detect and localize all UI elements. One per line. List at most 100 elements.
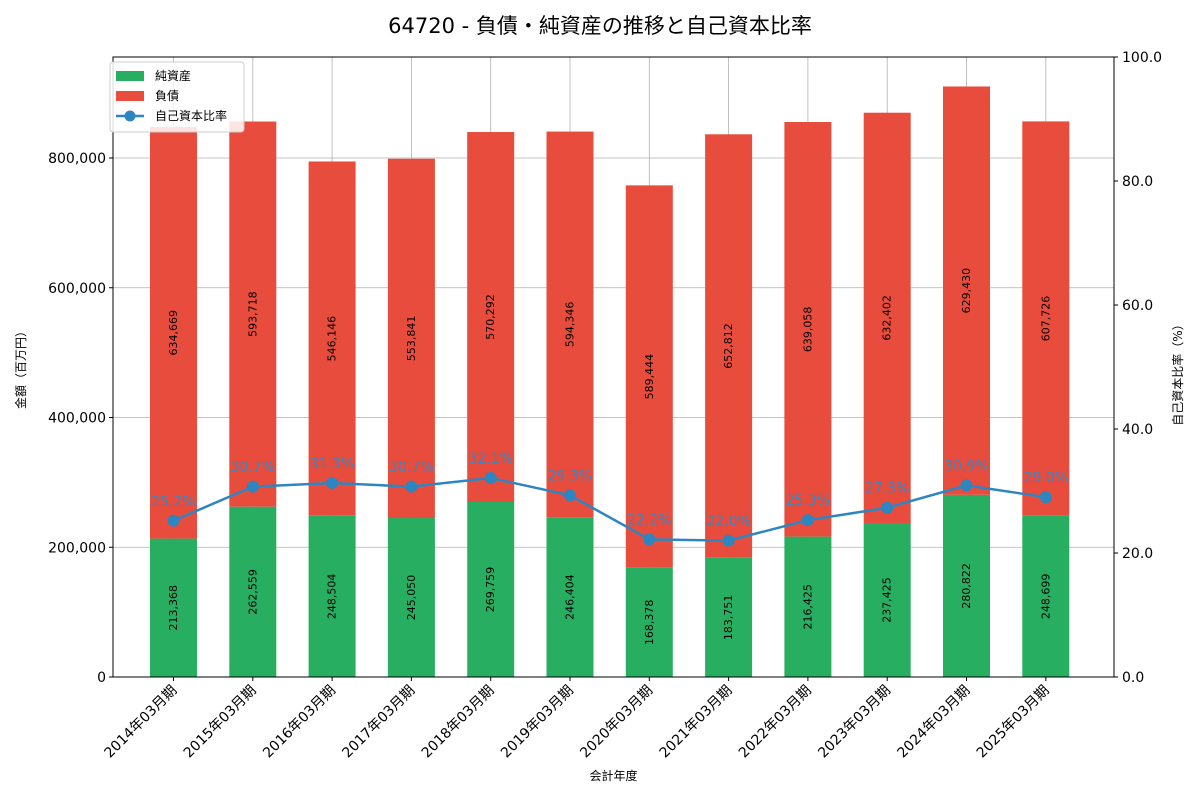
equity-ratio-marker xyxy=(484,471,497,484)
x-tick-label: 2023年03月期 xyxy=(815,683,894,762)
legend-item-label: 自己資本比率 xyxy=(155,108,227,123)
x-tick-label: 2015年03月期 xyxy=(181,683,260,762)
liabilities-value-label: 607,726 xyxy=(1039,296,1052,342)
chart-title: 64720 - 負債・純資産の推移と自己資本比率 xyxy=(388,14,812,38)
bar-liabilities xyxy=(229,121,277,507)
net-assets-value-label: 248,699 xyxy=(1039,574,1052,620)
equity-ratio-marker xyxy=(643,533,656,546)
right-y-axis: 0.0 20.0 40.0 60.0 80.0 100.0 自己資本比率（%） xyxy=(1114,50,1185,686)
liabilities-value-label: 632,402 xyxy=(881,295,894,341)
equity-ratio-line: 25.2% 30.7% 31.3% 30.7% 32.1% 29.3% 22.2% 22.0%… xyxy=(151,451,1068,547)
equity-ratio-label: 32.1% xyxy=(468,451,512,467)
x-tick-label: 2024年03月期 xyxy=(895,683,974,762)
bar-net-assets xyxy=(308,515,356,677)
equity-ratio-marker xyxy=(801,514,814,527)
net-assets-value-label: 237,425 xyxy=(881,577,894,623)
equity-ratio-label: 22.2% xyxy=(627,512,671,528)
bar-liabilities xyxy=(863,112,911,523)
left-axis-title: 金額（百万円） xyxy=(13,325,28,409)
legend-item-label: 負債 xyxy=(155,88,179,103)
bar-liabilities xyxy=(625,185,673,568)
bar-liabilities xyxy=(1022,121,1070,516)
equity-ratio-label: 25.2% xyxy=(151,494,195,510)
bar-net-assets xyxy=(863,522,911,677)
bar-net-assets xyxy=(1022,515,1070,677)
bar-net-assets xyxy=(229,506,277,677)
equity-ratio-label: 30.7% xyxy=(389,460,433,476)
net-assets-value-label: 280,822 xyxy=(960,563,973,609)
bar-liabilities xyxy=(387,158,435,519)
equity-ratio-label: 31.3% xyxy=(310,456,354,472)
svg-text:80.0: 80.0 xyxy=(1122,174,1153,190)
equity-ratio-label: 27.3% xyxy=(865,481,909,497)
net-assets-value-label: 246,404 xyxy=(564,574,577,620)
equity-ratio-label: 29.3% xyxy=(548,468,592,484)
svg-text:0: 0 xyxy=(97,670,106,686)
bar-liabilities xyxy=(546,131,594,518)
equity-ratio-label: 29.0% xyxy=(1024,470,1068,486)
net-assets-value-label: 216,425 xyxy=(801,584,814,630)
bar-value-labels: 213,368 634,669 262,559 593,718 248,504 546,1… xyxy=(167,268,1052,645)
bar-liabilities xyxy=(943,86,990,495)
equity-ratio-label: 30.9% xyxy=(944,458,988,474)
x-tick-label: 2021年03月期 xyxy=(657,683,736,762)
x-tick-label: 2016年03月期 xyxy=(260,683,339,762)
bar-net-assets xyxy=(546,517,594,677)
bar-liabilities xyxy=(467,132,515,502)
bar-net-assets xyxy=(387,518,435,677)
plot-frame xyxy=(112,56,1115,678)
right-axis-title: 自己資本比率（%） xyxy=(1170,318,1185,425)
x-tick-label: 2022年03月期 xyxy=(736,683,815,762)
x-tick-label: 2014年03月期 xyxy=(102,683,181,762)
equity-ratio-label: 30.7% xyxy=(231,460,275,476)
left-y-axis: 0 200,000 400,000 600,000 800,000 金額（百万円） xyxy=(13,151,113,686)
equity-ratio-marker xyxy=(246,480,259,493)
net-assets-value-label: 245,050 xyxy=(405,575,418,621)
svg-text:60.0: 60.0 xyxy=(1122,298,1153,314)
net-assets-value-label: 168,378 xyxy=(643,600,656,646)
net-assets-value-label: 183,751 xyxy=(722,595,735,641)
bar-liabilities xyxy=(784,122,832,537)
bar-net-assets xyxy=(943,494,990,677)
liabilities-value-label: 553,841 xyxy=(405,316,418,362)
bar-net-assets xyxy=(150,538,197,677)
x-axis-title: 会計年度 xyxy=(589,768,637,783)
equity-ratio-marker xyxy=(564,489,576,502)
bar-net-assets xyxy=(625,567,673,677)
liabilities-value-label: 652,812 xyxy=(722,323,735,369)
x-tick-label: 2017年03月期 xyxy=(339,683,418,762)
equity-ratio-marker xyxy=(167,514,180,527)
liabilities-value-label: 570,292 xyxy=(484,294,497,340)
equity-ratio-marker xyxy=(405,480,418,493)
svg-text:40.0: 40.0 xyxy=(1122,422,1153,438)
equity-ratio-marker xyxy=(960,479,973,492)
bar-net-assets xyxy=(784,536,832,677)
equity-ratio-marker xyxy=(722,534,735,547)
bar-liabilities xyxy=(150,126,197,539)
svg-text:800,000: 800,000 xyxy=(48,151,106,167)
svg-text:100.0: 100.0 xyxy=(1122,50,1162,66)
svg-text:600,000: 600,000 xyxy=(48,281,106,297)
liabilities-value-label: 546,146 xyxy=(326,316,339,362)
svg-text:0.0: 0.0 xyxy=(1122,670,1144,686)
liabilities-value-label: 639,058 xyxy=(801,307,814,353)
net-assets-value-label: 269,759 xyxy=(484,567,497,613)
x-tick-label: 2018年03月期 xyxy=(419,683,498,762)
liabilities-value-label: 594,346 xyxy=(564,302,577,348)
equity-ratio-marker xyxy=(1039,491,1052,504)
liabilities-value-label: 593,718 xyxy=(246,291,259,337)
x-tick-label: 2025年03月期 xyxy=(974,683,1053,762)
equity-ratio-marker xyxy=(326,476,339,489)
x-tick-label: 2020年03月期 xyxy=(577,683,656,762)
bar-liabilities xyxy=(308,161,356,516)
equity-ratio-label: 25.3% xyxy=(786,493,830,509)
bar-series xyxy=(150,86,1070,677)
equity-ratio-marker xyxy=(881,501,894,514)
equity-ratio-label: 22.0% xyxy=(706,514,750,530)
legend-item-label: 純資産 xyxy=(155,68,191,83)
liabilities-value-label: 634,669 xyxy=(167,310,180,356)
bar-net-assets xyxy=(467,501,515,677)
liabilities-value-label: 589,444 xyxy=(643,354,656,400)
